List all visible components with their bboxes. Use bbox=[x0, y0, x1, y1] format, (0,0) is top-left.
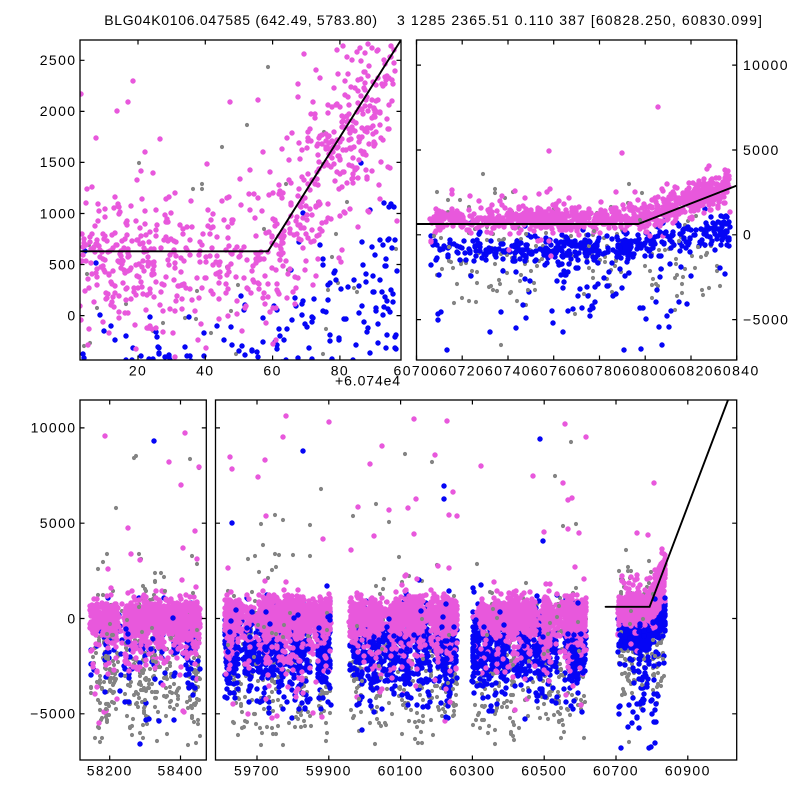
svg-text:60700: 60700 bbox=[394, 363, 440, 379]
svg-text:+6.074e4: +6.074e4 bbox=[335, 372, 401, 388]
svg-text:20: 20 bbox=[129, 363, 147, 379]
svg-text:59900: 59900 bbox=[306, 763, 352, 779]
svg-text:1000: 1000 bbox=[40, 205, 77, 221]
svg-text:60100: 60100 bbox=[378, 763, 424, 779]
svg-text:5000: 5000 bbox=[40, 515, 77, 531]
svg-text:3 1285 2365.51 0.110 387 [6082: 3 1285 2365.51 0.110 387 [60828.250, 608… bbox=[397, 12, 763, 28]
svg-text:1500: 1500 bbox=[40, 154, 77, 170]
svg-text:500: 500 bbox=[49, 256, 77, 272]
svg-text:10000: 10000 bbox=[743, 57, 789, 73]
svg-text:58400: 58400 bbox=[158, 763, 204, 779]
svg-text:80: 80 bbox=[331, 363, 349, 379]
svg-text:60500: 60500 bbox=[521, 763, 567, 779]
svg-text:40: 40 bbox=[196, 363, 214, 379]
svg-text:0: 0 bbox=[743, 227, 752, 243]
svg-text:2000: 2000 bbox=[40, 103, 77, 119]
svg-text:−5000: −5000 bbox=[743, 311, 789, 327]
svg-text:60840: 60840 bbox=[714, 363, 760, 379]
svg-text:BLG04K0106.047585 (642.49, 578: BLG04K0106.047585 (642.49, 5783.80) bbox=[104, 12, 378, 28]
svg-text:60820: 60820 bbox=[668, 363, 714, 379]
svg-text:60900: 60900 bbox=[665, 763, 711, 779]
svg-text:59700: 59700 bbox=[234, 763, 280, 779]
svg-text:5000: 5000 bbox=[743, 142, 780, 158]
svg-text:58200: 58200 bbox=[87, 763, 133, 779]
svg-text:60760: 60760 bbox=[531, 363, 577, 379]
svg-text:60720: 60720 bbox=[439, 363, 485, 379]
svg-text:2500: 2500 bbox=[40, 52, 77, 68]
svg-text:60780: 60780 bbox=[577, 363, 623, 379]
svg-text:60700: 60700 bbox=[593, 763, 639, 779]
svg-text:0: 0 bbox=[67, 307, 76, 323]
svg-text:−5000: −5000 bbox=[30, 706, 76, 722]
svg-text:60740: 60740 bbox=[485, 363, 531, 379]
svg-text:60300: 60300 bbox=[449, 763, 495, 779]
svg-text:0: 0 bbox=[67, 610, 76, 626]
svg-text:60: 60 bbox=[263, 363, 281, 379]
svg-text:10000: 10000 bbox=[31, 420, 77, 436]
svg-text:60800: 60800 bbox=[622, 363, 668, 379]
